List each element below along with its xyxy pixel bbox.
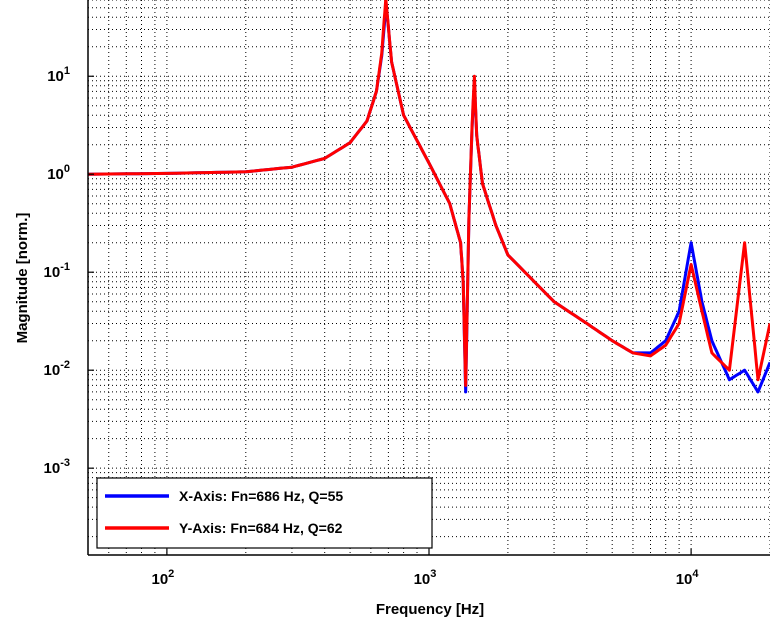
y-tick-label: 10-1	[44, 261, 70, 281]
plot-background	[88, 0, 770, 555]
y-axis-label: Magnitude [norm.]	[14, 213, 31, 344]
x-axis-label: Frequency [Hz]	[376, 601, 484, 618]
x-tick-label: 103	[414, 568, 437, 588]
legend-label: Y-Axis: Fn=684 Hz, Q=62	[179, 520, 343, 536]
legend-label: X-Axis: Fn=686 Hz, Q=55	[179, 488, 343, 504]
y-tick-label: 101	[47, 65, 70, 85]
y-tick-label: 100	[47, 163, 70, 183]
series-line-y-axis	[87, 0, 770, 387]
legend: X-Axis: Fn=686 Hz, Q=55 Y-Axis: Fn=684 Hz…	[96, 477, 433, 549]
x-tick-label: 102	[151, 568, 174, 588]
series-layer	[87, 0, 770, 394]
y-tick-label: 10-3	[44, 457, 70, 477]
legend-box	[96, 477, 433, 549]
x-tick-label: 104	[676, 568, 700, 588]
ticks: 102 103 104 101 100 10-1 10-2 10-3	[44, 65, 700, 588]
y-tick-label: 10-2	[44, 359, 70, 379]
grid	[87, 0, 770, 555]
